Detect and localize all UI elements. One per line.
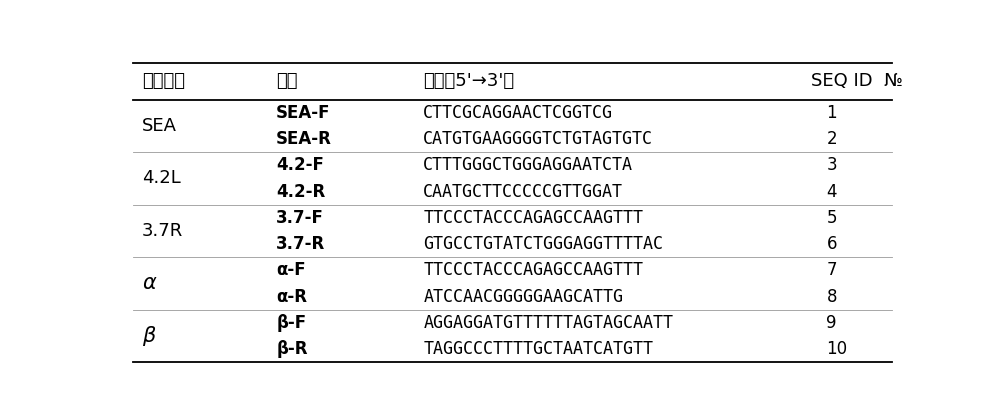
Text: TTCCCTACCCAGAGCCAAGTTT: TTCCCTACCCAGAGCCAAGTTT — [423, 261, 643, 279]
Text: β-R: β-R — [276, 340, 308, 358]
Text: β-F: β-F — [276, 314, 306, 332]
Text: β: β — [142, 326, 155, 346]
Text: 8: 8 — [826, 287, 837, 306]
Text: CTTCGCAGGAACTCGGTCG: CTTCGCAGGAACTCGGTCG — [423, 104, 613, 122]
Text: SEA-R: SEA-R — [276, 130, 332, 148]
Text: SEA-F: SEA-F — [276, 104, 331, 122]
Text: CATGTGAAGGGGTCTGTAGTGTC: CATGTGAAGGGGTCTGTAGTGTC — [423, 130, 653, 148]
Text: CTTTGGGCTGGGAGGAATCTA: CTTTGGGCTGGGAGGAATCTA — [423, 156, 633, 174]
Text: 3.7R: 3.7R — [142, 222, 183, 240]
Text: α-R: α-R — [276, 287, 307, 306]
Text: 3.7-F: 3.7-F — [276, 209, 324, 227]
Text: 5: 5 — [826, 209, 837, 227]
Text: 名称: 名称 — [276, 72, 298, 90]
Text: AGGAGGATGTTTTTTAGTAGCAATT: AGGAGGATGTTTTTTAGTAGCAATT — [423, 314, 673, 332]
Text: ATCCAACGGGGGAAGCATTG: ATCCAACGGGGGAAGCATTG — [423, 287, 623, 306]
Text: 6: 6 — [826, 235, 837, 253]
Text: 9: 9 — [826, 314, 837, 332]
Text: 1: 1 — [826, 104, 837, 122]
Text: TAGGCCCTTTTGCTAATCATGTT: TAGGCCCTTTTGCTAATCATGTT — [423, 340, 653, 358]
Text: 7: 7 — [826, 261, 837, 279]
Text: SEQ ID  №: SEQ ID № — [811, 72, 903, 90]
Text: CAATGCTTCCCCCGTTGGAT: CAATGCTTCCCCCGTTGGAT — [423, 183, 623, 201]
Text: 4.2-F: 4.2-F — [276, 156, 324, 174]
Text: 4.2-R: 4.2-R — [276, 183, 325, 201]
Text: 4.2L: 4.2L — [142, 169, 181, 187]
Text: α-F: α-F — [276, 261, 306, 279]
Text: 3: 3 — [826, 156, 837, 174]
Text: 序列（5'→3'）: 序列（5'→3'） — [423, 72, 514, 90]
Text: 富集区域: 富集区域 — [142, 72, 185, 90]
Text: 3.7-R: 3.7-R — [276, 235, 325, 253]
Text: 4: 4 — [826, 183, 837, 201]
Text: 10: 10 — [826, 340, 848, 358]
Text: GTGCCTGTATCTGGGAGGTTTTAC: GTGCCTGTATCTGGGAGGTTTTAC — [423, 235, 663, 253]
Text: TTCCCTACCCAGAGCCAAGTTT: TTCCCTACCCAGAGCCAAGTTT — [423, 209, 643, 227]
Text: α: α — [142, 273, 156, 293]
Text: SEA: SEA — [142, 117, 177, 135]
Text: 2: 2 — [826, 130, 837, 148]
